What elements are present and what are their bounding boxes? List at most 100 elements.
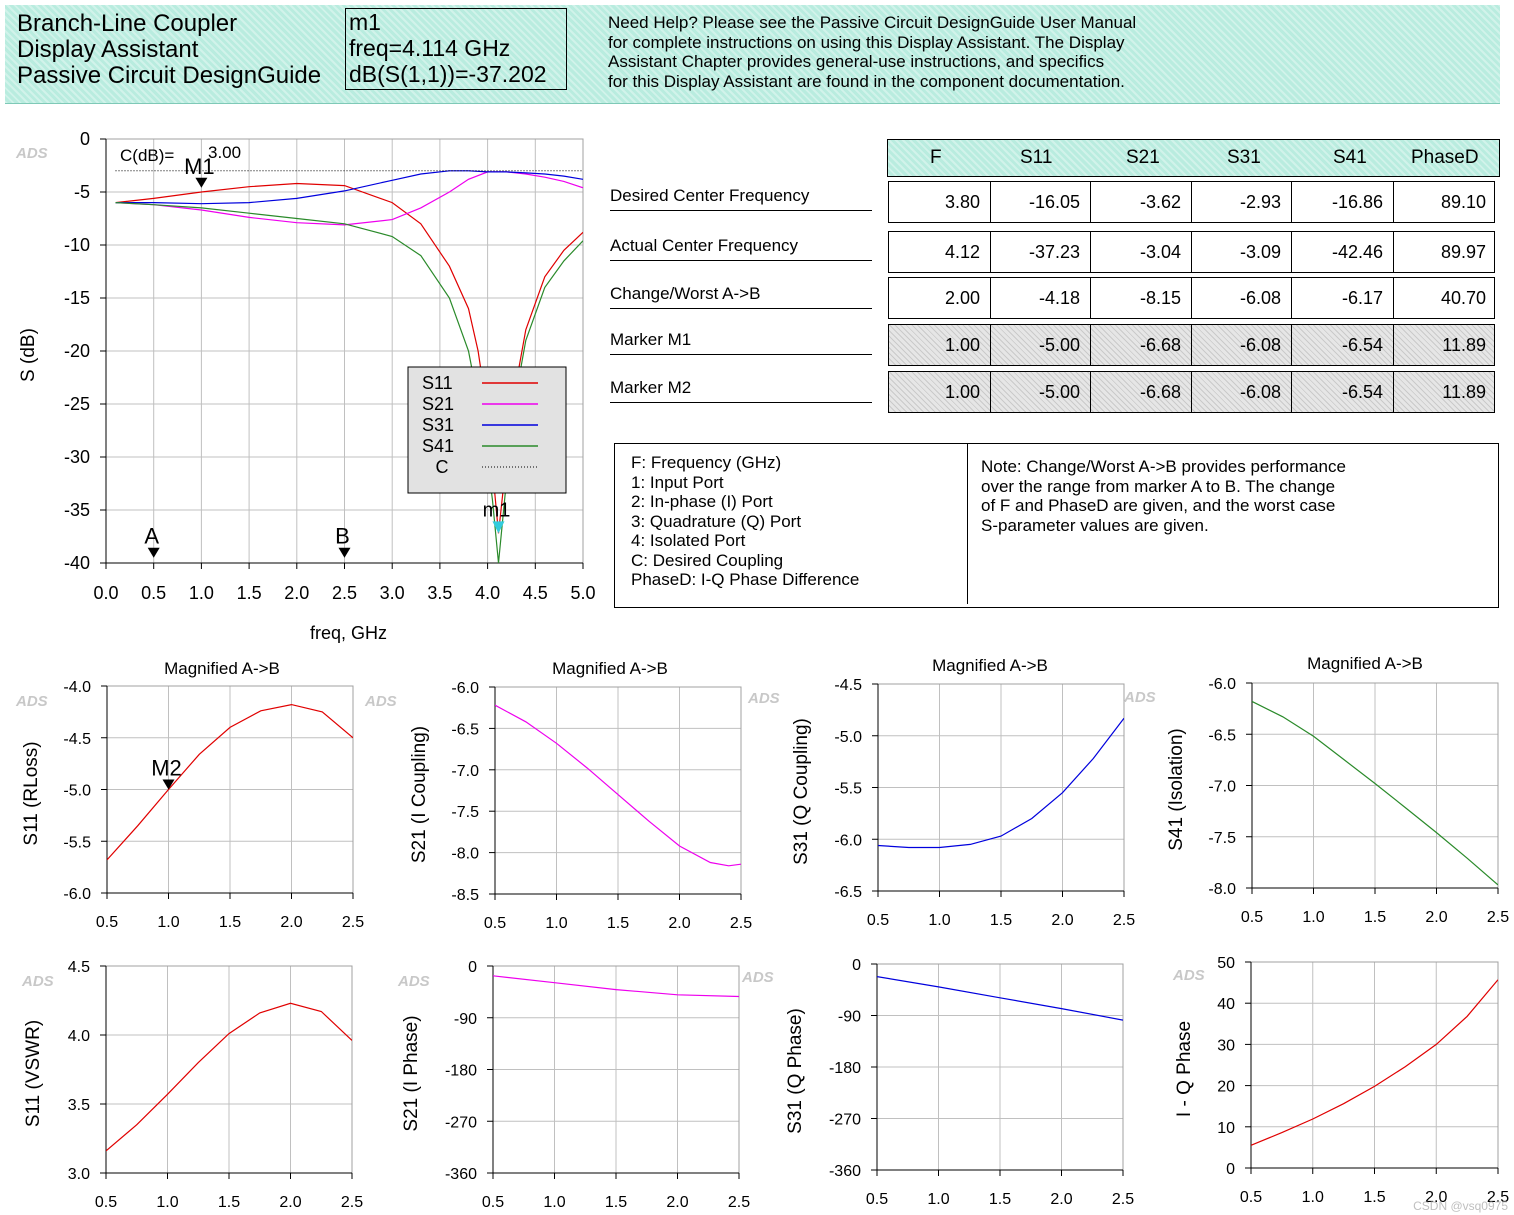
col-header-s41: S41 xyxy=(1333,147,1367,168)
results-table-header: F S11 S21 S31 S41 PhaseD xyxy=(887,139,1500,177)
y-tick-label: -25 xyxy=(64,394,90,414)
x-tick-label: 0.0 xyxy=(93,583,118,603)
legend-line: F: Frequency (GHz) xyxy=(631,453,782,472)
y-tick-label: -90 xyxy=(838,1009,861,1026)
x-tick-label: 4.5 xyxy=(523,583,548,603)
x-tick-label: 1.0 xyxy=(927,1191,949,1208)
table-cell: -6.08 xyxy=(1192,372,1292,412)
title-line-3: Passive Circuit DesignGuide xyxy=(17,62,322,89)
x-tick-label: 1.0 xyxy=(157,914,179,931)
x-tick-label: 2.0 xyxy=(1425,1189,1447,1206)
y-tick-label: -5.0 xyxy=(834,729,862,746)
legend-line: 4: Isolated Port xyxy=(631,531,746,550)
header-title: Branch-Line Coupler Display Assistant Pa… xyxy=(17,11,321,89)
x-tick-label: 1.0 xyxy=(1302,909,1324,926)
chart-title: Magnified A->B xyxy=(1307,654,1423,673)
table-cell: 89.10 xyxy=(1440,192,1486,212)
y-tick-label: -5.5 xyxy=(63,834,91,851)
y-axis-label: S41 (Isolation) xyxy=(1166,728,1187,851)
legend-box xyxy=(407,366,567,494)
col-header-f: F xyxy=(930,147,942,168)
y-tick-label: -90 xyxy=(454,1011,477,1028)
y-axis-label: S11 (RLoss) xyxy=(21,741,42,845)
marker-label: M2 xyxy=(151,756,182,781)
series-line-s21 xyxy=(115,171,583,226)
table-cell: -6.54 xyxy=(1292,372,1394,412)
title-line-2: Display Assistant xyxy=(17,36,199,63)
series-line-s11 xyxy=(106,1002,352,1152)
y-tick-label: 40 xyxy=(1217,996,1235,1013)
marker-label: M1 xyxy=(184,154,215,179)
table-cell: 2.00 xyxy=(889,278,991,318)
x-tick-label: 1.5 xyxy=(607,915,629,932)
y-tick-label: -6.5 xyxy=(451,721,479,738)
marker-triangle xyxy=(338,547,351,558)
y-axis-label: I - Q Phase xyxy=(1174,1021,1195,1117)
marker-readout-value: dB(S(1,1))=-37.202 xyxy=(349,61,547,87)
x-tick-label: 1.5 xyxy=(1364,909,1386,926)
x-tick-label: 0.5 xyxy=(95,1194,117,1211)
y-tick-label: -35 xyxy=(64,500,90,520)
help-line-2: for complete instructions on using this … xyxy=(608,32,1125,52)
table-cell: 40.70 xyxy=(1440,288,1486,308)
x-axis-label: freq, GHz xyxy=(310,623,387,643)
table-cell: -2.93 xyxy=(1192,182,1292,222)
y-axis-label: S (dB) xyxy=(18,328,39,382)
y-tick-label: -6.0 xyxy=(834,832,862,849)
y-axis-label: S31 (Q Phase) xyxy=(785,1008,806,1134)
series-line-s31 xyxy=(878,717,1124,849)
table-cell: -37.23 xyxy=(991,232,1091,272)
x-tick-label: 1.5 xyxy=(605,1194,627,1211)
note-line: S-parameter values are given. xyxy=(981,515,1209,535)
x-tick-label: 2.0 xyxy=(668,915,690,932)
legend-label: S41 xyxy=(422,436,454,456)
col-header-s31: S31 xyxy=(1227,147,1261,168)
table-cell: 3.80 xyxy=(889,182,991,222)
coupling-annotation: C(dB)= xyxy=(120,146,174,165)
marker-triangle xyxy=(195,177,208,188)
legend-notes-box: F: Frequency (GHz) 1: Input Port 2: In-p… xyxy=(614,443,1499,608)
x-tick-label: 0.5 xyxy=(484,915,506,932)
chart-title: Magnified A->B xyxy=(164,659,280,678)
row-label: Actual Center Frequency xyxy=(610,236,872,261)
y-tick-label: -15 xyxy=(64,288,90,308)
x-tick-label: 0.5 xyxy=(141,583,166,603)
note-line: over the range from marker A to B. The c… xyxy=(981,476,1336,496)
help-line-1: Need Help? Please see the Passive Circui… xyxy=(608,13,1137,32)
header-banner: Branch-Line Coupler Display Assistant Pa… xyxy=(5,5,1500,104)
x-tick-label: 4.0 xyxy=(475,583,500,603)
x-tick-label: 1.5 xyxy=(219,914,241,931)
y-axis-label: S21 (I Coupling) xyxy=(409,726,430,863)
y-tick-label: 3.5 xyxy=(68,1097,90,1114)
marker-label: m1 xyxy=(483,499,511,521)
table-cell: -3.09 xyxy=(1192,232,1292,272)
x-tick-label: 1.0 xyxy=(1302,1189,1324,1206)
table-cell: -6.17 xyxy=(1292,278,1394,318)
table-cell: 1.00 xyxy=(889,372,991,412)
table-cell: -6.08 xyxy=(1192,325,1292,365)
marker-m1-triangle xyxy=(492,521,505,534)
table-cell: -5.00 xyxy=(991,372,1091,412)
x-tick-label: 2.5 xyxy=(1112,1191,1134,1208)
x-tick-label: 5.0 xyxy=(570,583,595,603)
x-tick-label: 0.5 xyxy=(867,912,889,929)
help-line-4: for this Display Assistant are found in … xyxy=(608,71,1125,91)
series-line-s21 xyxy=(495,704,741,867)
x-tick-label: 3.5 xyxy=(427,583,452,603)
marker-triangle xyxy=(162,779,175,790)
table-cell: 11.89 xyxy=(1442,335,1486,355)
y-tick-label: -7.5 xyxy=(451,804,479,821)
x-tick-label: 0.5 xyxy=(96,914,118,931)
x-tick-label: 1.5 xyxy=(990,912,1012,929)
y-tick-label: 3.0 xyxy=(68,1166,90,1183)
x-tick-label: 2.5 xyxy=(342,914,364,931)
help-text: Need Help? Please see the Passive Circui… xyxy=(608,13,1136,91)
x-tick-label: 2.0 xyxy=(280,914,302,931)
x-tick-label: 1.5 xyxy=(989,1191,1011,1208)
y-tick-label: -20 xyxy=(64,341,90,361)
series-line-s11 xyxy=(107,703,353,861)
x-tick-label: 1.0 xyxy=(189,583,214,603)
table-cell: -6.68 xyxy=(1091,325,1192,365)
y-axis-label: S31 (Q Coupling) xyxy=(791,718,812,865)
watermark: CSDN @vsq0975 xyxy=(1413,1199,1508,1213)
